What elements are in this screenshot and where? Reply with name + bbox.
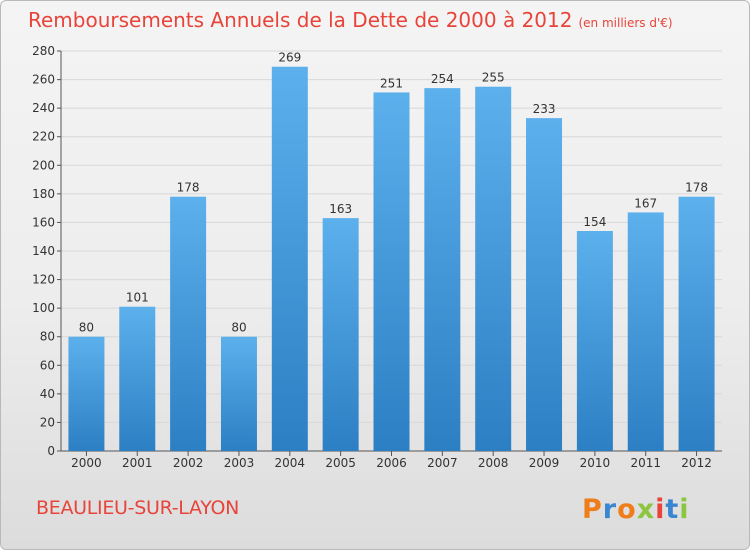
bar-2004	[271, 66, 308, 451]
chart-title: Remboursements Annuels de la Dette de 20…	[28, 8, 673, 32]
bar-2006	[373, 92, 410, 451]
y-tick-label: 240	[32, 101, 55, 115]
x-tick-label-2003: 2003	[224, 456, 255, 470]
bar-2003	[220, 336, 257, 451]
bar-2009	[526, 118, 563, 452]
y-tick-label: 80	[40, 330, 55, 344]
x-tick-label-2001: 2001	[122, 456, 153, 470]
x-tick-label-2005: 2005	[325, 456, 356, 470]
y-tick-label: 40	[40, 387, 55, 401]
bar-2008	[475, 86, 512, 451]
data-label-2012: 178	[685, 181, 708, 195]
y-tick-label: 100	[32, 301, 55, 315]
x-tick-label-2007: 2007	[427, 456, 458, 470]
data-label-2007: 254	[431, 72, 454, 86]
y-tick-label: 60	[40, 358, 55, 372]
proxiti-logo: Proxiti	[582, 494, 690, 525]
y-tick-label: 0	[47, 444, 55, 458]
x-tick-label-2011: 2011	[630, 456, 661, 470]
y-tick-label: 140	[32, 244, 55, 258]
bar-2007	[424, 88, 461, 452]
data-label-2002: 178	[177, 181, 200, 195]
data-label-2001: 101	[126, 291, 149, 305]
data-label-2000: 80	[79, 321, 94, 335]
x-tick-label-2009: 2009	[529, 456, 560, 470]
bar-2005	[322, 218, 359, 451]
data-label-2006: 251	[380, 76, 403, 90]
data-label-2003: 80	[231, 321, 246, 335]
y-tick-label: 280	[32, 44, 55, 58]
bar-2010	[576, 231, 613, 451]
x-tick-label-2010: 2010	[580, 456, 611, 470]
y-tick-label: 20	[40, 415, 55, 429]
x-tick-label-2012: 2012	[681, 456, 712, 470]
bar-2011	[627, 212, 664, 451]
y-tick-label: 260	[32, 73, 55, 87]
y-tick-label: 200	[32, 158, 55, 172]
y-tick-label: 120	[32, 273, 55, 287]
bar-2012	[678, 196, 715, 451]
bar-2002	[170, 196, 207, 451]
labels: 0 20 40 60 80 100 120 140 160 180 200 220 240 260 280 2…	[32, 44, 712, 470]
x-tick-label-2004: 2004	[275, 456, 306, 470]
y-tick-label: 180	[32, 187, 55, 201]
x-tick-label-2002: 2002	[173, 456, 204, 470]
data-label-2009: 233	[533, 102, 556, 116]
data-label-2004: 269	[278, 51, 301, 65]
data-label-2010: 154	[583, 215, 606, 229]
bar-2001	[119, 306, 156, 451]
bar-2000	[68, 336, 105, 451]
svg-text:Proxiti: Proxiti	[582, 494, 690, 525]
city-name: BEAULIEU-SUR-LAYON	[36, 497, 240, 519]
x-tick-label-2000: 2000	[71, 456, 102, 470]
chart-title-text: Remboursements Annuels de la Dette de 20…	[28, 8, 573, 32]
data-label-2005: 163	[329, 202, 352, 216]
chart-unit: (en milliers d'€)	[578, 16, 673, 30]
y-tick-label: 220	[32, 130, 55, 144]
x-tick-label-2008: 2008	[478, 456, 509, 470]
data-label-2008: 255	[482, 71, 505, 85]
x-tick-label-2006: 2006	[376, 456, 407, 470]
bars	[68, 66, 715, 452]
y-tick-label: 160	[32, 215, 55, 229]
data-label-2011: 167	[634, 196, 657, 210]
